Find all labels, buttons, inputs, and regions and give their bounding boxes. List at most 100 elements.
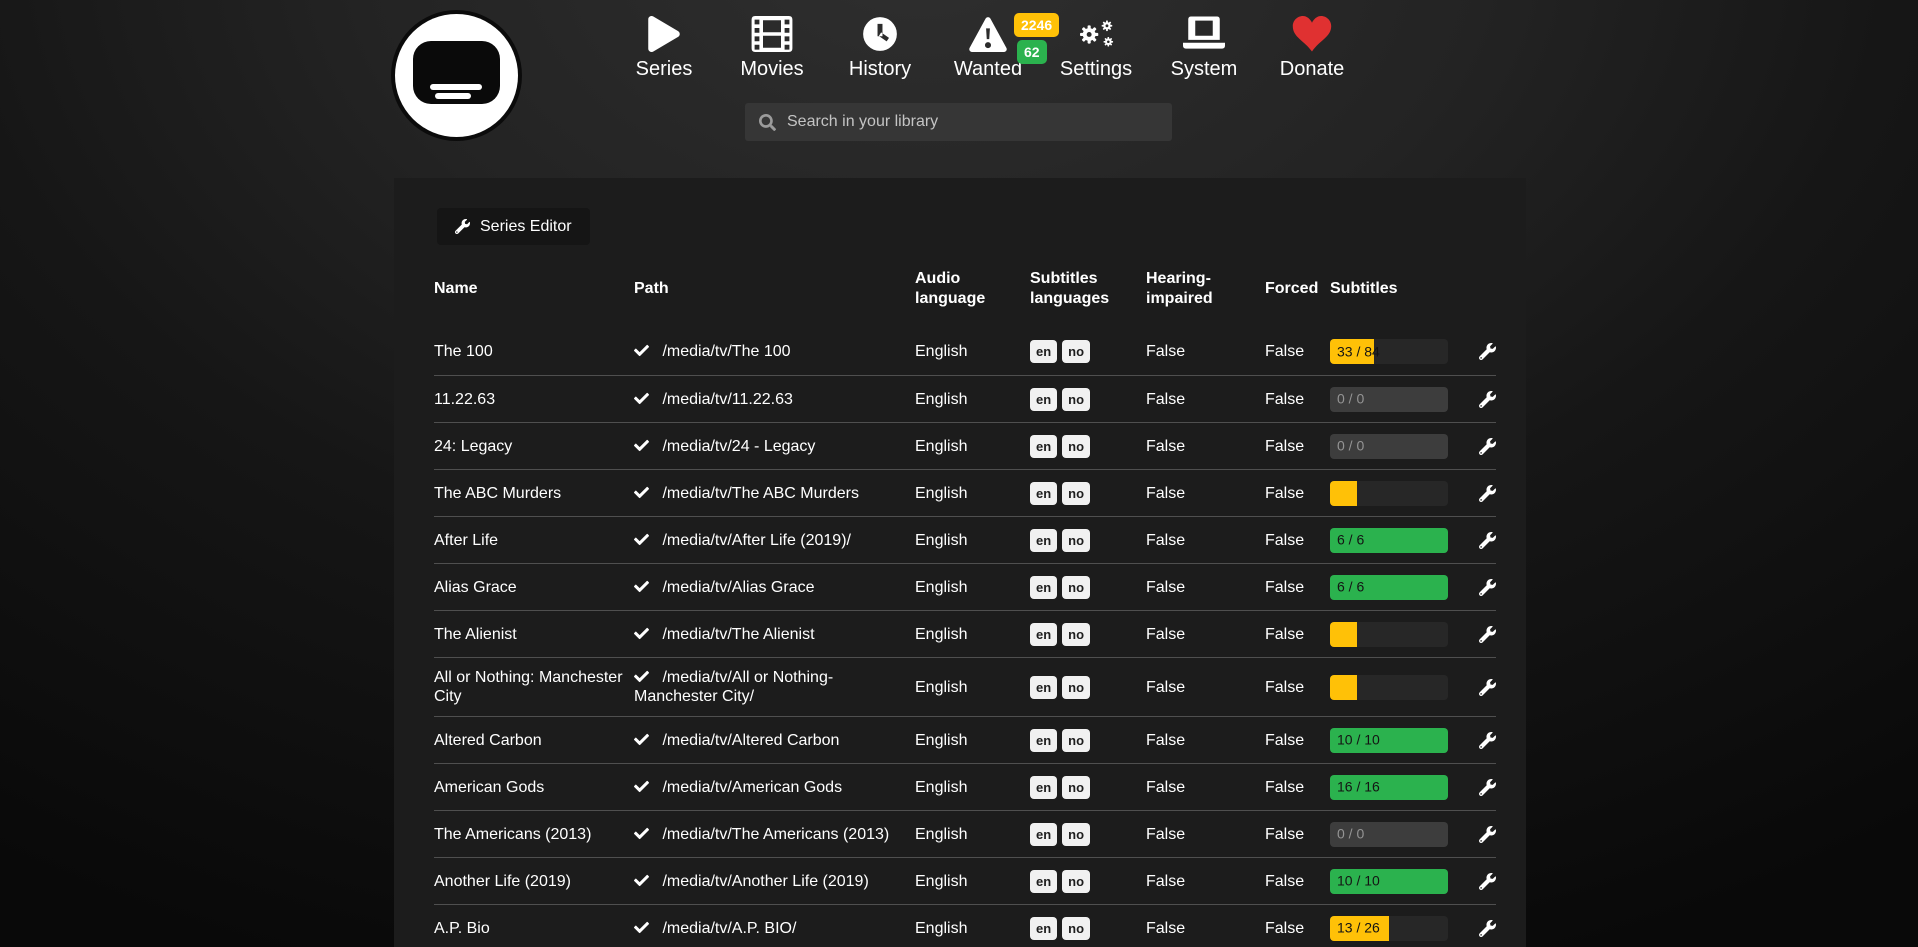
subtitles-progress-label: 6 / 6 (1337, 578, 1365, 595)
nav-item-history[interactable]: History (826, 8, 934, 81)
language-badge: no (1062, 434, 1091, 458)
wanted-count-badge: 2246 (1014, 13, 1060, 37)
laptop-icon (1183, 16, 1225, 52)
wanted-count-badge: 62 (1017, 40, 1047, 64)
series-table: Name Path Audio language Subtitles language… (434, 266, 1496, 947)
check-icon (634, 343, 649, 358)
search-input[interactable] (787, 113, 1157, 131)
series-path: /media/tv/All or Nothing- Manchester Cit… (634, 669, 834, 705)
subtitles-progress (1330, 621, 1448, 647)
subtitles-languages: en no (1030, 869, 1146, 893)
edit-wrench-button[interactable] (1479, 391, 1496, 408)
nav-item-series[interactable]: Series (610, 8, 718, 81)
check-icon (634, 920, 649, 935)
subtitles-languages: en no (1030, 775, 1146, 799)
subtitles-languages: en no (1030, 622, 1146, 646)
subtitles-languages: en no (1030, 340, 1146, 363)
series-path: /media/tv/The 100 (634, 342, 915, 361)
table-row: The ABC Murders /media/tv/The ABC Murder… (434, 469, 1496, 516)
series-name: Altered Carbon (434, 731, 542, 749)
forced-flag: False (1265, 343, 1305, 360)
table-row: 24: Legacy /media/tv/24 - Legacy English… (434, 422, 1496, 469)
series-path: /media/tv/A.P. BIO/ (634, 919, 915, 938)
table-header-row: Name Path Audio language Subtitles language… (434, 266, 1496, 312)
table-row: The Alienist /media/tv/The Alienist Engl… (434, 610, 1496, 657)
edit-wrench-button[interactable] (1479, 679, 1496, 696)
subtitles-progress-fill (1330, 621, 1358, 647)
nav-item-system[interactable]: System (1150, 8, 1258, 81)
nav-item-wanted[interactable]: Wanted 2246 62 (934, 8, 1060, 81)
edit-wrench-button[interactable] (1479, 485, 1496, 502)
series-name: The Alienist (434, 625, 517, 643)
edit-wrench-button[interactable] (1479, 438, 1496, 455)
forced-flag: False (1265, 437, 1305, 455)
subtitles-progress: 13 / 26 (1330, 915, 1448, 941)
nav-item-label: Settings (1059, 58, 1133, 80)
nav-item-movies[interactable]: Movies (718, 8, 826, 81)
series-editor-label: Series Editor (480, 217, 572, 235)
series-name: The 100 (434, 343, 493, 360)
forced-flag: False (1265, 919, 1305, 937)
heart-icon (1291, 16, 1333, 52)
subtitles-progress-fill (1330, 339, 1374, 364)
hearing-impaired: False (1146, 343, 1186, 360)
series-path: /media/tv/24 - Legacy (634, 437, 915, 456)
subtitles-languages: en no (1030, 575, 1146, 599)
language-badge: no (1062, 675, 1091, 699)
edit-wrench-button[interactable] (1479, 343, 1496, 360)
edit-wrench-button[interactable] (1479, 579, 1496, 596)
subtitles-languages: en no (1030, 675, 1146, 699)
audio-language: English (915, 484, 968, 502)
table-row: American Gods /media/tv/American Gods En… (434, 763, 1496, 810)
bazarr-logo[interactable] (395, 14, 518, 137)
audio-language: English (915, 778, 968, 796)
series-name: After Life (434, 531, 499, 549)
hearing-impaired: False (1146, 531, 1186, 549)
series-name: All or Nothing: Manchester City (434, 669, 623, 705)
language-badge: en (1030, 528, 1058, 552)
series-editor-button[interactable]: Series Editor (437, 208, 590, 245)
nav-item-donate[interactable]: Donate (1258, 8, 1366, 81)
edit-wrench-button[interactable] (1479, 779, 1496, 796)
language-badge: en (1030, 575, 1058, 599)
search-icon (759, 114, 776, 131)
edit-wrench-button[interactable] (1479, 532, 1496, 549)
hearing-impaired: False (1146, 825, 1186, 843)
edit-wrench-button[interactable] (1479, 626, 1496, 643)
subtitles-progress-fill (1330, 727, 1448, 753)
subtitles-languages: en no (1030, 387, 1146, 411)
language-badge: no (1062, 869, 1091, 893)
subtitles-progress-fill (1330, 527, 1448, 553)
subtitles-progress (1330, 480, 1448, 506)
nav-item-label: System (1170, 58, 1238, 80)
subtitles-progress-label: 13 / 26 (1337, 919, 1380, 936)
edit-wrench-button[interactable] (1479, 920, 1496, 937)
subtitles-progress-fill (1330, 674, 1358, 700)
subtitles-progress: 10 / 10 (1330, 727, 1448, 753)
series-path: /media/tv/The Americans (2013) (634, 825, 915, 844)
series-name: 11.22.63 (434, 390, 496, 408)
forced-flag: False (1265, 625, 1305, 643)
edit-wrench-button[interactable] (1479, 873, 1496, 890)
subtitles-languages: en no (1030, 481, 1146, 505)
subtitles-languages: en no (1030, 528, 1146, 552)
audio-language: English (915, 578, 968, 596)
check-icon (634, 779, 649, 794)
hearing-impaired: False (1146, 872, 1186, 890)
subtitles-progress: 16 / 16 (1330, 774, 1448, 800)
forced-flag: False (1265, 731, 1305, 749)
table-row: After Life /media/tv/After Life (2019)/ … (434, 516, 1496, 563)
hearing-impaired: False (1146, 578, 1186, 596)
subtitles-progress-fill (1330, 574, 1448, 600)
audio-language: English (915, 531, 968, 549)
logo-tv-shape (413, 41, 500, 104)
subtitles-progress: 0 / 0 (1330, 433, 1448, 459)
series-name: A.P. Bio (434, 919, 490, 937)
subtitles-languages: en no (1030, 434, 1146, 458)
subtitles-progress-fill (1330, 774, 1448, 800)
nav-item-settings[interactable]: Settings (1042, 8, 1150, 81)
edit-wrench-button[interactable] (1479, 826, 1496, 843)
edit-wrench-button[interactable] (1479, 732, 1496, 749)
library-search (745, 103, 1172, 141)
series-name: 24: Legacy (434, 437, 513, 455)
